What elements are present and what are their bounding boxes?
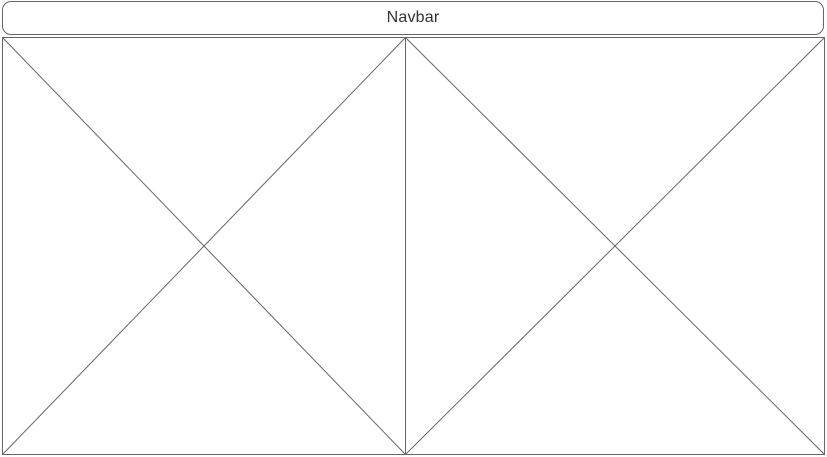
image-placeholder-left [2,37,406,455]
image-placeholder-right [405,37,825,455]
placeholder-diagonal-line [406,38,824,454]
placeholder-diagonal-line [3,38,405,454]
navbar[interactable]: Navbar [2,1,824,35]
navbar-label: Navbar [386,9,440,26]
placeholder-cross-left [3,38,405,454]
placeholder-cross-right [406,38,824,454]
